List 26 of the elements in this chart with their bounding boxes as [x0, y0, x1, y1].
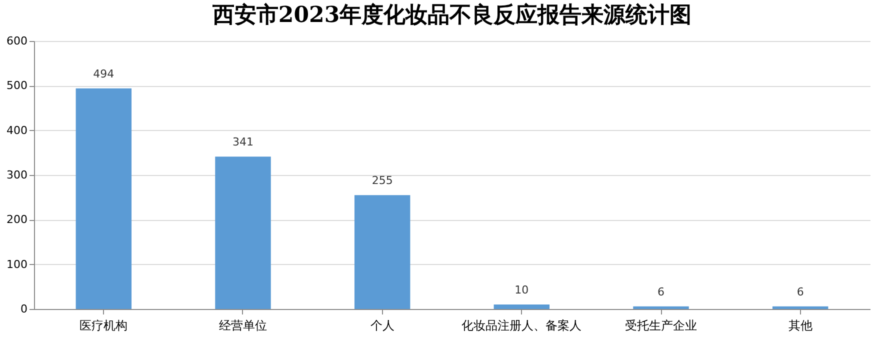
data-label: 255	[372, 174, 393, 188]
x-tick-label: 经营单位	[219, 318, 267, 332]
data-label: 494	[93, 67, 114, 80]
data-label: 341	[232, 136, 254, 149]
data-label: 6	[658, 285, 664, 298]
bar	[354, 195, 410, 309]
bar	[494, 304, 550, 309]
x-tick-label: 个人	[370, 318, 394, 332]
y-tick-label: 500	[6, 79, 28, 92]
bar	[772, 306, 828, 309]
bar	[633, 306, 689, 309]
y-tick-label: 200	[6, 213, 28, 226]
y-tick-label: 0	[20, 302, 28, 316]
y-tick-label: 100	[6, 258, 28, 271]
x-tick-label: 医疗机构	[80, 318, 128, 332]
data-label: 10	[514, 284, 529, 297]
chart-title: 西安市2023年度化妆品不良反应报告来源统计图	[211, 2, 692, 28]
bar	[76, 88, 132, 309]
x-tick-label: 受托生产企业	[625, 318, 697, 332]
y-tick-label: 300	[6, 168, 28, 182]
x-tick-label: 化妆品注册人、备案人	[462, 318, 582, 332]
x-tick-label: 其他	[788, 318, 812, 332]
y-tick-label: 600	[6, 34, 28, 48]
data-label: 6	[796, 285, 804, 298]
bar	[215, 156, 271, 309]
y-tick-label: 400	[6, 124, 28, 137]
